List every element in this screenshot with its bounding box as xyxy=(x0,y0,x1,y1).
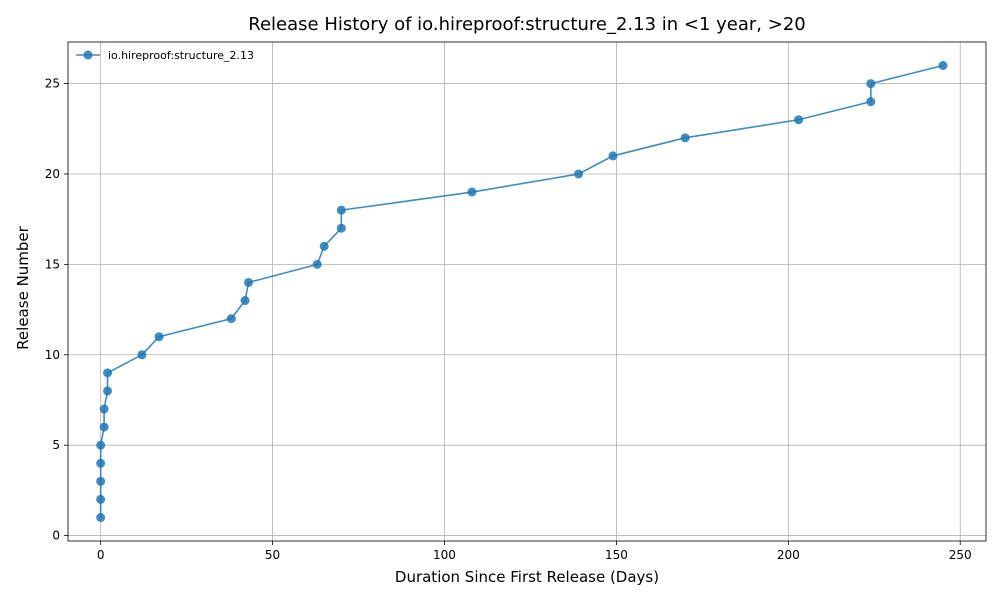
data-point xyxy=(467,187,477,197)
data-point xyxy=(154,332,164,342)
x-tick-label: 0 xyxy=(97,548,105,562)
data-point xyxy=(96,476,106,486)
data-point xyxy=(96,458,106,468)
data-point xyxy=(240,296,250,306)
data-point xyxy=(794,115,804,125)
series-layer xyxy=(96,61,948,522)
y-tick-label: 0 xyxy=(52,529,60,543)
x-tick-label: 150 xyxy=(605,548,628,562)
data-point xyxy=(244,277,254,287)
data-point xyxy=(608,151,618,161)
data-point xyxy=(96,440,106,450)
y-axis-label: Release Number xyxy=(14,225,32,349)
data-point xyxy=(312,259,322,269)
x-axis-label: Duration Since First Release (Days) xyxy=(395,568,659,586)
y-tick-label: 20 xyxy=(45,167,60,181)
y-tick-label: 10 xyxy=(45,348,60,362)
y-tick-label: 25 xyxy=(45,77,60,91)
grid xyxy=(68,42,986,541)
data-point xyxy=(96,494,106,504)
data-point xyxy=(319,241,329,251)
plot-frame xyxy=(67,41,987,542)
data-point xyxy=(938,61,948,71)
data-point xyxy=(103,368,113,378)
x-tick-label: 100 xyxy=(433,548,456,562)
data-point xyxy=(574,169,584,179)
data-point xyxy=(226,314,236,324)
chart-title: Release History of io.hireproof:structur… xyxy=(248,14,805,35)
data-point xyxy=(103,386,113,396)
legend-marker xyxy=(83,50,93,60)
data-point xyxy=(99,422,109,432)
legend-label: io.hireproof:structure_2.13 xyxy=(108,49,254,62)
ticks: 0 50 100 150 200 250 0 5 10 15 20 25 xyxy=(45,77,972,562)
data-point xyxy=(336,205,346,215)
y-tick-label: 15 xyxy=(45,257,60,271)
data-point xyxy=(680,133,690,143)
y-tick-label: 5 xyxy=(52,438,60,452)
data-point xyxy=(99,404,109,414)
x-tick-label: 50 xyxy=(265,548,280,562)
data-point xyxy=(96,512,106,522)
x-tick-label: 200 xyxy=(777,548,800,562)
data-point xyxy=(336,223,346,233)
data-point xyxy=(866,97,876,107)
data-point xyxy=(866,79,876,89)
x-tick-label: 250 xyxy=(949,548,972,562)
data-point xyxy=(137,350,147,360)
legend: io.hireproof:structure_2.13 xyxy=(76,49,254,62)
